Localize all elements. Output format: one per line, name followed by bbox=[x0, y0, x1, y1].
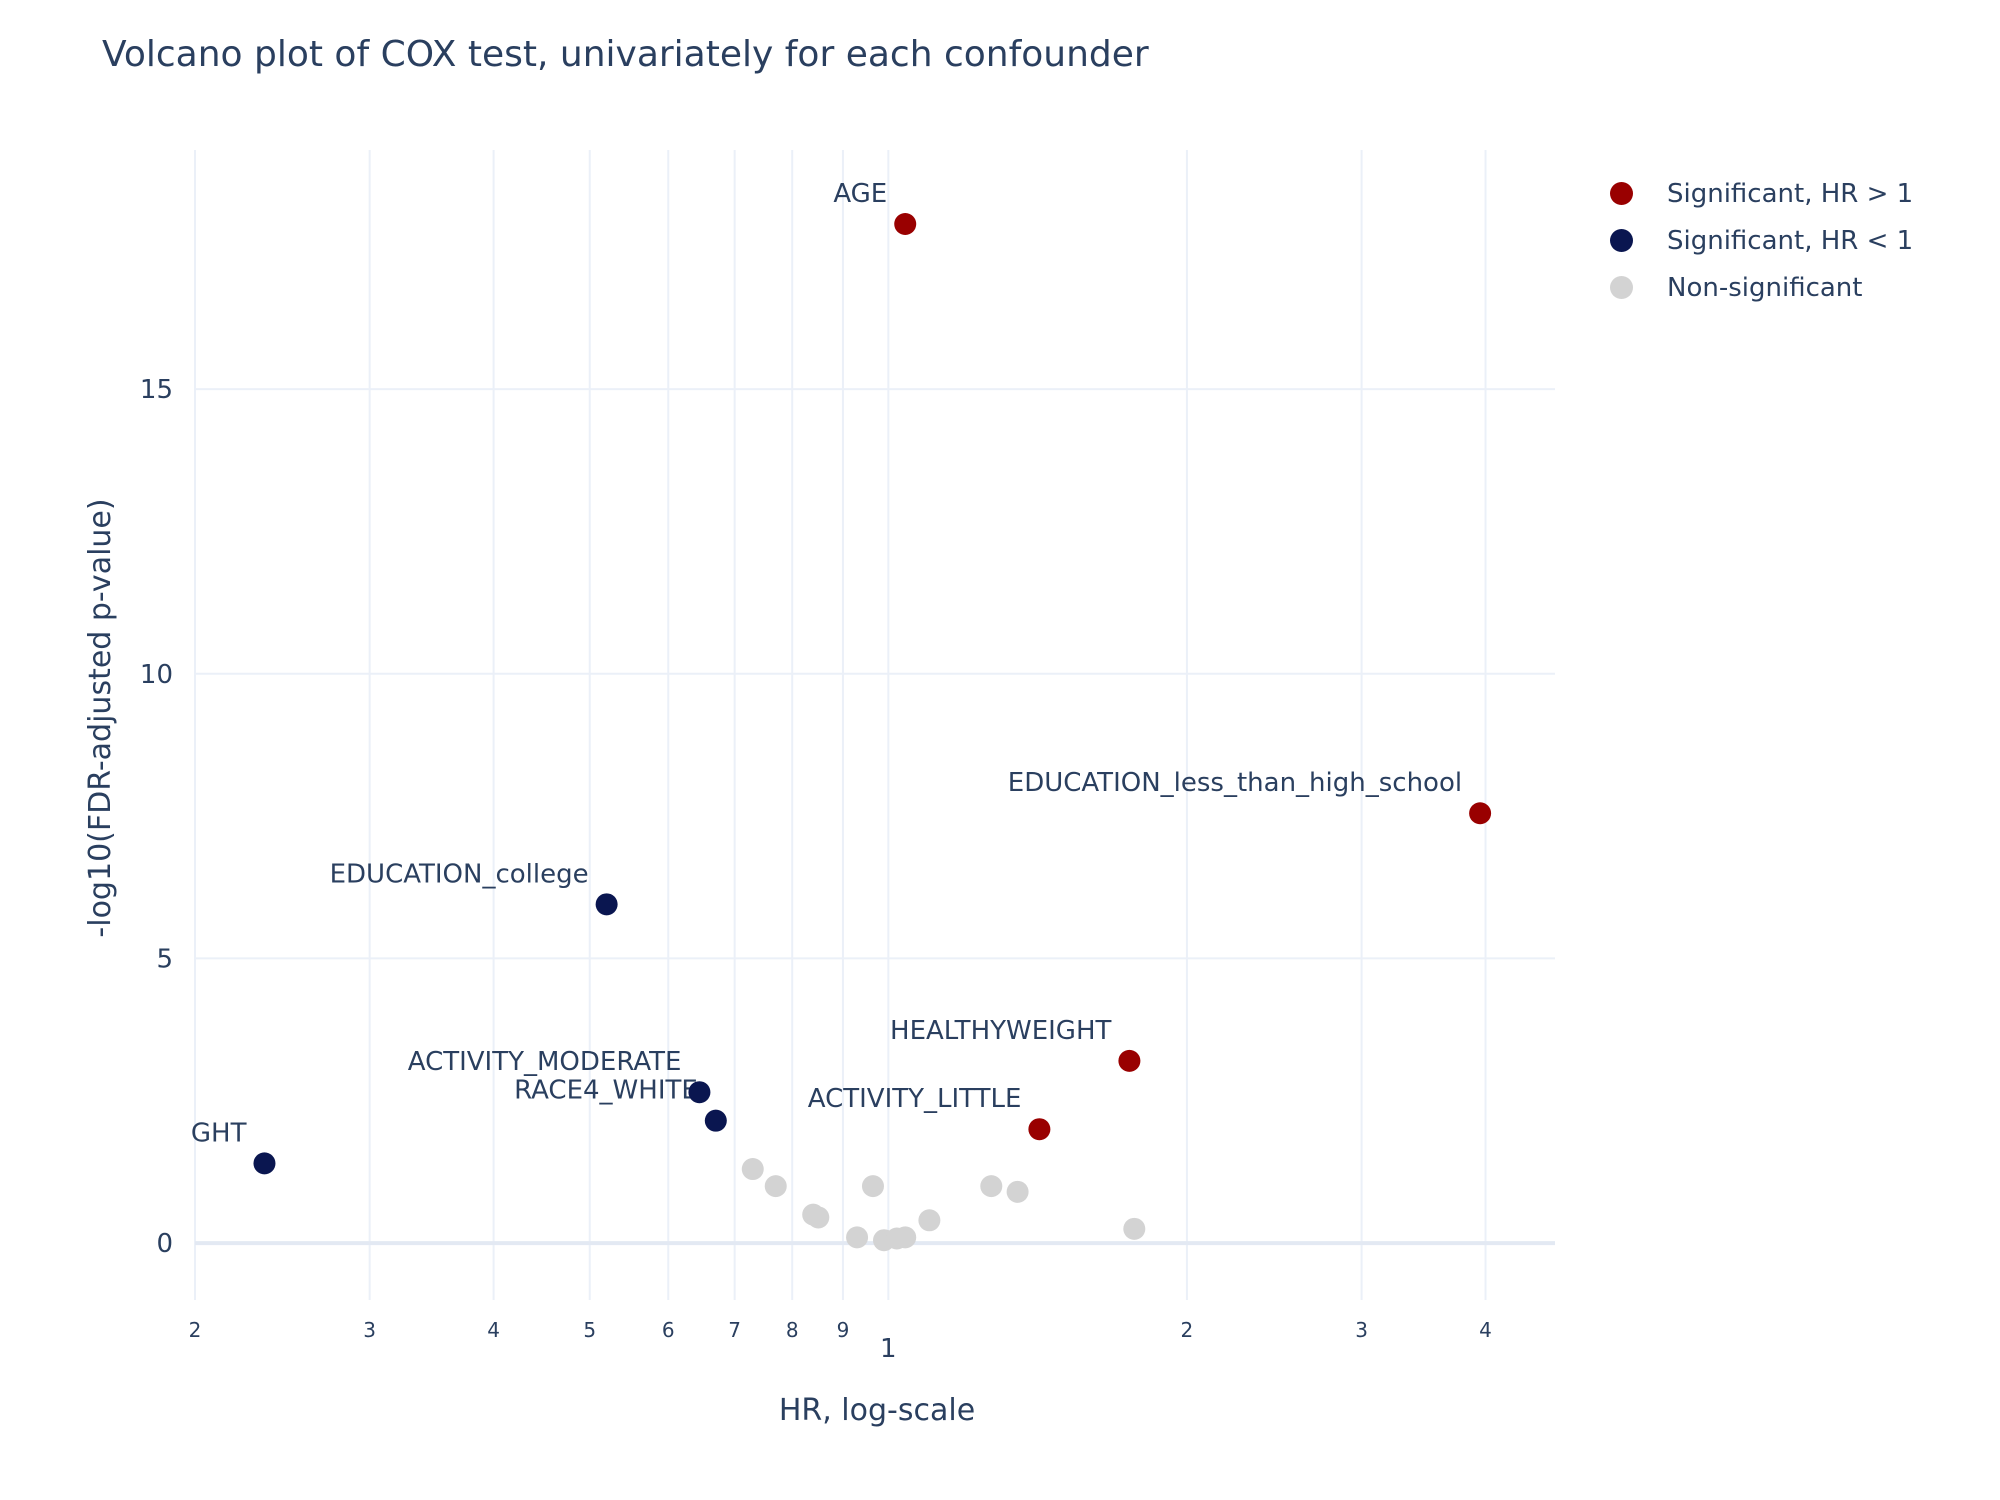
y-tick-label: 15 bbox=[140, 375, 173, 405]
x-tick-label: 2 bbox=[1181, 1318, 1194, 1342]
data-point bbox=[741, 1158, 764, 1181]
point-labels-layer: AGE EDUCATION_less_than_high_school HEALTH… bbox=[191, 179, 1462, 1148]
x-tick-label: 2 bbox=[189, 1318, 202, 1342]
data-point bbox=[861, 1175, 884, 1198]
point-label: EDUCATION_less_than_high_school bbox=[1008, 768, 1462, 798]
x-tick-label: 9 bbox=[837, 1318, 850, 1342]
data-point bbox=[846, 1226, 869, 1249]
data-point bbox=[1469, 802, 1492, 825]
point-label: ACTIVITY_MODERATE bbox=[408, 1047, 682, 1077]
legend: Significant, HR > 1 Significant, HR < 1 No… bbox=[1610, 170, 1913, 311]
legend-item[interactable]: Significant, HR < 1 bbox=[1610, 217, 1913, 264]
data-point bbox=[1006, 1180, 1029, 1203]
y-tick-label: 5 bbox=[156, 944, 173, 974]
data-point bbox=[894, 1226, 917, 1249]
legend-item[interactable]: Non-significant bbox=[1610, 264, 1913, 311]
legend-label: Significant, HR > 1 bbox=[1667, 178, 1914, 209]
x-tick-label: 7 bbox=[728, 1318, 741, 1342]
legend-marker bbox=[1610, 276, 1633, 299]
y-tick-label: 0 bbox=[156, 1229, 173, 1259]
data-point bbox=[1118, 1049, 1141, 1072]
data-point bbox=[918, 1209, 941, 1232]
point-label: HEALTHYWEIGHT bbox=[890, 1016, 1111, 1046]
point-label: RACE4_WHITE bbox=[514, 1076, 698, 1106]
points-layer bbox=[253, 213, 1492, 1252]
legend-marker bbox=[1610, 182, 1633, 205]
data-point bbox=[253, 1152, 276, 1175]
x-tick-label: 1 bbox=[880, 1334, 897, 1364]
x-tick-label: 3 bbox=[363, 1318, 376, 1342]
y-axis-label: -log10(FDR-adjusted p-value) bbox=[83, 498, 118, 937]
point-label: ACTIVITY_LITTLE bbox=[808, 1084, 1022, 1114]
x-axis-label: HR, log-scale bbox=[779, 1393, 975, 1428]
point-label: GHT bbox=[191, 1118, 247, 1148]
data-point bbox=[1028, 1118, 1051, 1141]
data-point bbox=[764, 1175, 787, 1198]
point-label: EDUCATION_college bbox=[330, 859, 589, 889]
data-point bbox=[807, 1206, 830, 1229]
data-point bbox=[595, 893, 618, 916]
x-tick-label: 4 bbox=[1479, 1318, 1492, 1342]
data-point bbox=[688, 1081, 711, 1104]
data-point bbox=[894, 213, 917, 236]
x-tick-label: 5 bbox=[583, 1318, 596, 1342]
legend-label: Significant, HR < 1 bbox=[1667, 225, 1914, 256]
legend-marker bbox=[1610, 229, 1633, 252]
x-tick-label: 6 bbox=[662, 1318, 675, 1342]
legend-label: Non-significant bbox=[1667, 272, 1863, 303]
grid-layer bbox=[194, 150, 1555, 1300]
chart-title: Volcano plot of COX test, univariately f… bbox=[102, 34, 1149, 75]
x-tick-label: 3 bbox=[1355, 1318, 1368, 1342]
data-point bbox=[704, 1109, 727, 1132]
data-point bbox=[1123, 1217, 1146, 1240]
y-tick-label: 10 bbox=[140, 660, 173, 690]
x-tick-label: 8 bbox=[786, 1318, 799, 1342]
x-tick-label: 4 bbox=[487, 1318, 500, 1342]
data-point bbox=[980, 1175, 1003, 1198]
point-label: AGE bbox=[833, 179, 887, 209]
legend-item[interactable]: Significant, HR > 1 bbox=[1610, 170, 1913, 217]
